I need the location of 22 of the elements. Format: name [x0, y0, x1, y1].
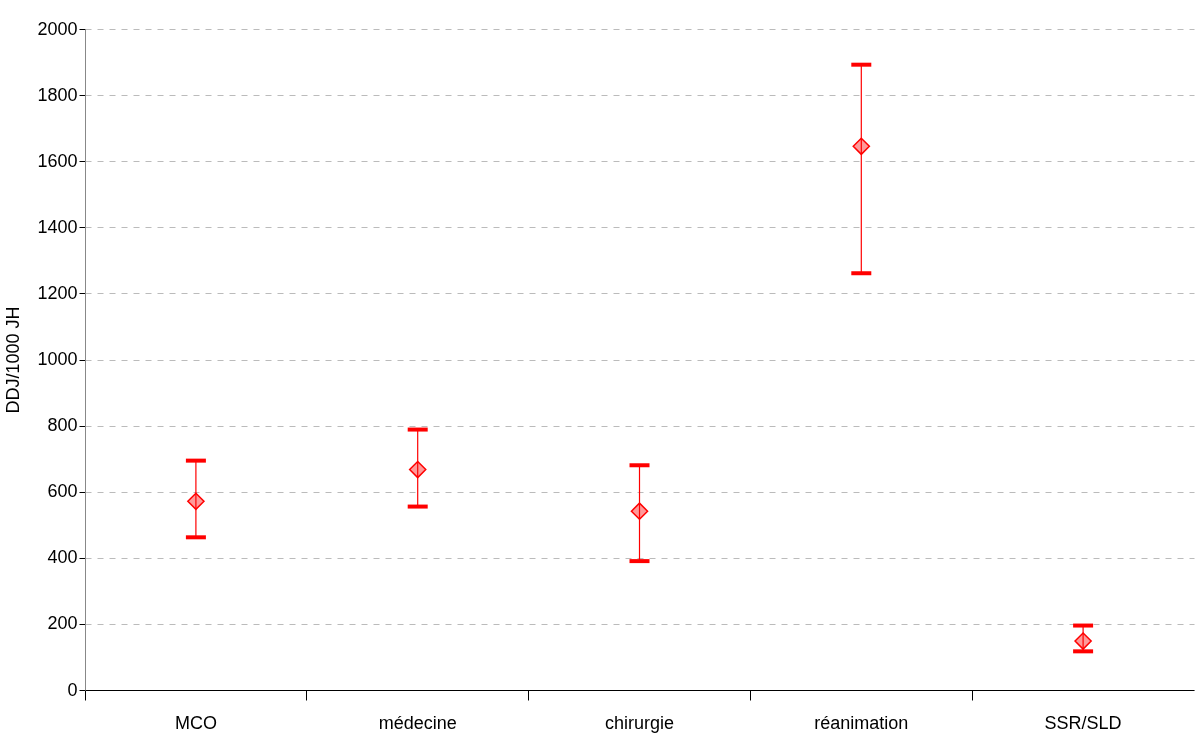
y-tick-label: 1200: [37, 282, 78, 303]
point: [1074, 632, 1092, 650]
y-tick-label: 400: [47, 547, 78, 568]
y-tick-label: 1000: [37, 349, 78, 369]
y-tick-label: 800: [47, 415, 78, 436]
y-tick-label: 0: [67, 679, 78, 700]
x-tick-label: médecine: [378, 712, 457, 733]
x-tick-label: MCO: [174, 712, 217, 733]
y-tick-label: 1400: [37, 216, 78, 237]
x-tick-label: SSR/SLD: [1044, 712, 1122, 733]
x-tick-label: réanimation: [814, 712, 909, 733]
point: [630, 502, 649, 521]
y-tick-label: 2000: [37, 18, 78, 39]
point: [187, 492, 205, 511]
y-tick-label: 1600: [37, 150, 78, 171]
x-tick-label: chirurgie: [604, 712, 675, 733]
y-tick-label: 200: [47, 613, 78, 634]
y-tick-label: 600: [47, 481, 78, 502]
point: [408, 460, 427, 479]
y-tick-label: 1800: [37, 84, 78, 105]
point: [852, 137, 871, 156]
y-axis-title: DDJ/1000 JH: [3, 306, 24, 414]
